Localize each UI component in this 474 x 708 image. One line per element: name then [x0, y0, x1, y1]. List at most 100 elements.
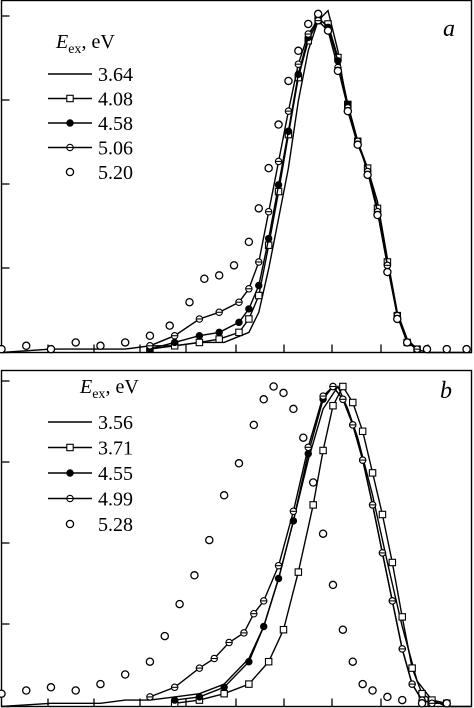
data-point-5.20: [214, 271, 224, 280]
legend-label: 5.06: [98, 138, 133, 160]
legend-entry-4.58: 4.58: [48, 113, 133, 135]
data-point-3.71: [378, 510, 387, 519]
data-point-4.99: [329, 382, 337, 391]
data-point-4.99: [378, 549, 387, 557]
data-point-5.20: [71, 338, 80, 347]
data-point-4.99: [349, 421, 357, 429]
legend-label: 4.58: [98, 113, 133, 135]
panel-b-legend: Eex, eV 3.56 3.71 4.55 4.99 5.28: [48, 376, 139, 536]
data-point-5.20: [284, 76, 293, 86]
data-point-5.20: [244, 237, 254, 247]
data-point-5.06: [264, 207, 273, 216]
panel-b-legend-title-suffix: , eV: [105, 376, 139, 398]
data-point-5.28: [358, 679, 367, 689]
legend-label: 3.64: [98, 64, 133, 86]
data-point-4.99: [304, 443, 312, 452]
data-point-5.20: [200, 274, 209, 283]
data-point-5.06: [294, 60, 303, 68]
data-point-5.28: [318, 529, 328, 538]
data-point-5.20: [21, 341, 31, 351]
data-point-5.28: [338, 625, 348, 634]
data-point-4.58: [170, 338, 179, 347]
data-point-3.71: [245, 680, 253, 688]
data-point-5.28: [46, 683, 56, 692]
legend-label: 4.08: [98, 89, 133, 111]
panel-a-legend-title-main: E: [55, 31, 68, 53]
legend-marker: [65, 519, 75, 529]
data-point-5.20: [422, 344, 432, 354]
legend-entry-5.06: 5.06: [48, 138, 133, 160]
data-point-3.71: [294, 568, 303, 576]
data-point-4.58: [284, 127, 293, 135]
data-point-5.28: [205, 535, 214, 545]
legend-label: 4.99: [98, 489, 133, 511]
data-point-4.58: [245, 305, 253, 313]
data-point-3.71: [319, 446, 327, 455]
data-point-4.99: [195, 664, 204, 672]
panel-b-legend-title-sub: ex: [92, 387, 105, 402]
data-point-4.99: [368, 501, 377, 509]
data-point-5.28: [175, 599, 184, 609]
data-point-5.28: [120, 670, 130, 679]
data-point-5.28: [279, 388, 288, 398]
data-point-4.55: [195, 693, 204, 701]
legend-entry-5.20: 5.20: [65, 162, 133, 184]
data-point-5.28: [348, 657, 358, 666]
data-point-4.58: [255, 281, 263, 290]
data-point-5.06: [314, 16, 322, 25]
data-point-5.28: [190, 571, 199, 580]
data-point-5.20: [96, 341, 105, 351]
data-point-5.28: [397, 695, 407, 705]
panel-b-label: b: [440, 378, 452, 404]
series-5.28: [0, 382, 452, 708]
data-point-5.06: [235, 298, 243, 306]
data-point-5.20: [185, 297, 194, 307]
data-point-5.20: [46, 344, 56, 354]
data-point-5.20: [120, 338, 130, 347]
data-point-4.58: [195, 332, 204, 340]
panel-a-legend-title: Eex, eV: [55, 31, 115, 57]
data-point-5.28: [368, 686, 377, 695]
data-point-5.20: [442, 344, 452, 354]
data-point-4.99: [428, 699, 436, 708]
panel-a: Eex, eV 3.64 4.084.58 5.065.20 a: [0, 0, 473, 354]
series-line-4.99: [149, 385, 447, 704]
data-point-5.28: [308, 478, 318, 487]
data-point-3.71: [368, 469, 377, 477]
data-point-5.20: [313, 9, 323, 19]
series-4.99: [146, 382, 451, 708]
data-point-5.06: [413, 345, 421, 353]
panel-b-series: [0, 382, 472, 708]
data-point-4.99: [225, 638, 233, 647]
data-point-5.06: [215, 308, 223, 317]
legend-marker: [66, 119, 74, 127]
data-point-5.28: [160, 631, 170, 641]
data-point-5.28: [0, 689, 6, 698]
data-point-5.20: [229, 261, 239, 270]
panel-b: Eex, eV 3.56 3.71 4.55 4.99 5.28 b: [0, 369, 473, 708]
data-point-3.71: [358, 427, 367, 436]
data-point-5.28: [442, 699, 452, 708]
data-point-4.99: [388, 597, 397, 605]
data-point-3.71: [349, 398, 357, 407]
panel-a-ticks: [1, 15, 429, 354]
data-point-5.28: [289, 404, 298, 414]
series-3.56: [1, 385, 472, 708]
legend-marker: [66, 94, 74, 103]
data-point-3.71: [264, 657, 273, 666]
data-point-5.28: [71, 686, 80, 695]
data-point-4.99: [274, 561, 283, 570]
panel-a-legend-title-suffix: , eV: [81, 31, 115, 53]
data-point-4.99: [259, 597, 268, 605]
data-point-5.06: [146, 342, 154, 350]
data-point-4.58: [235, 318, 243, 327]
panel-b-frame: [0, 369, 473, 708]
data-point-5.06: [245, 285, 253, 293]
data-point-5.20: [165, 321, 174, 330]
data-point-5.06: [274, 157, 283, 166]
legend-marker: [65, 167, 75, 177]
data-point-5.20: [393, 314, 402, 324]
data-point-4.99: [358, 456, 367, 464]
data-point-5.06: [304, 30, 312, 38]
